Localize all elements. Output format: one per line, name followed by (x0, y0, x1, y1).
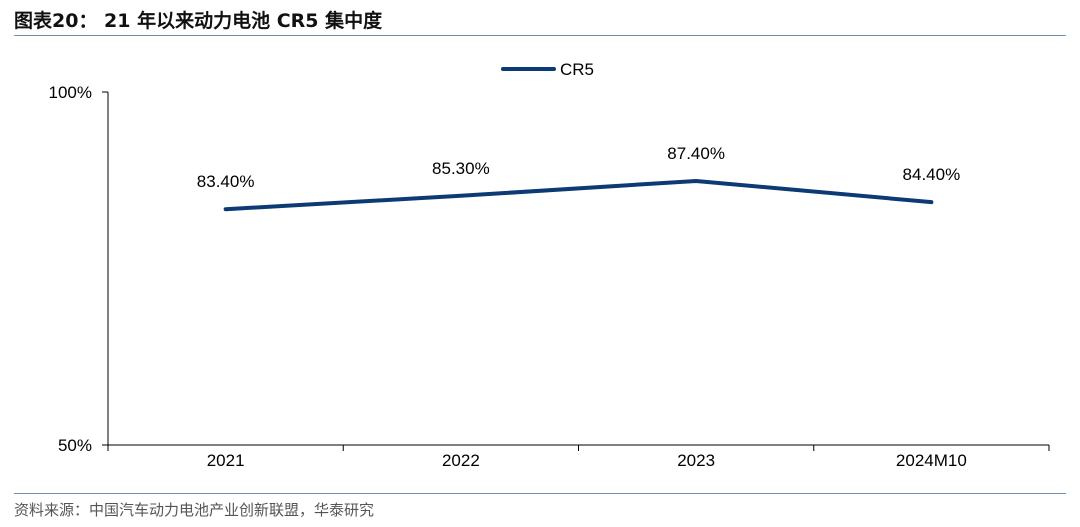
data-label: 85.30% (432, 159, 490, 178)
x-tick-label: 2024M10 (896, 451, 967, 470)
legend-label-cr5: CR5 (560, 60, 594, 79)
data-point (225, 208, 227, 210)
x-tick-label: 2022 (442, 451, 480, 470)
x-tick-label: 2021 (207, 451, 245, 470)
chart-title: 图表20： 21 年以来动力电池 CR5 集中度 (14, 10, 383, 32)
source-note: 资料来源：中国汽车动力电池产业创新联盟，华泰研究 (14, 501, 375, 519)
data-point (695, 180, 697, 182)
data-label: 87.40% (667, 144, 725, 163)
data-point (930, 201, 932, 203)
x-tick-label: 2023 (677, 451, 715, 470)
footer-divider (14, 493, 1066, 494)
data-point (460, 195, 462, 197)
y-tick-label: 50% (58, 436, 92, 455)
line-chart: 100% 50% 2021 2022 2023 2024M10 83.40% 85.30% 87… (49, 60, 1050, 470)
title-divider (14, 35, 1066, 36)
data-label: 84.40% (903, 165, 961, 184)
data-label: 83.40% (197, 172, 255, 191)
y-tick-label: 100% (49, 83, 92, 102)
series-line-cr5 (223, 178, 934, 212)
